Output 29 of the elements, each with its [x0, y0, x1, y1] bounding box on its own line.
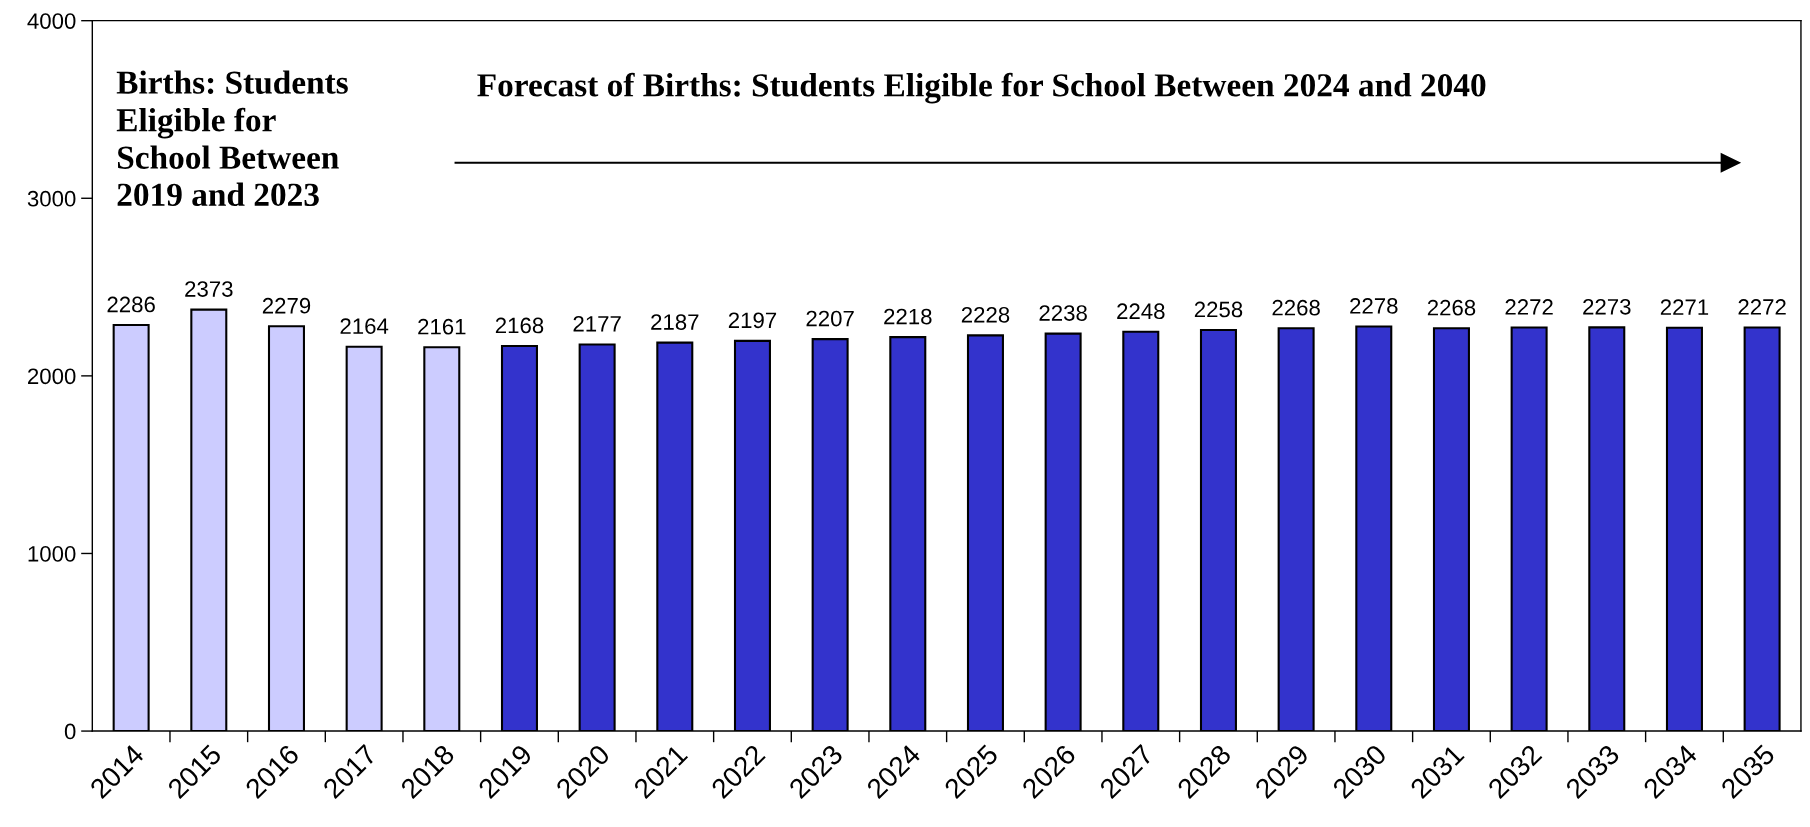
- data-label: 2272: [1505, 299, 1553, 315]
- data-label: 2218: [884, 308, 932, 325]
- data-label: 2164: [340, 318, 389, 335]
- data-label: 2187: [651, 314, 699, 330]
- annotation: Births: Students Eligible for School Between 2019 and 2023: [116, 70, 348, 207]
- y-tick-label: 4000: [27, 13, 76, 29]
- data-label: 2248: [1117, 303, 1165, 320]
- data-label: 2168: [495, 317, 544, 334]
- y-tick-label: 3000: [27, 190, 76, 207]
- data-label: 2197: [728, 312, 777, 329]
- data-label: 2258: [1194, 301, 1243, 318]
- data-label: 2238: [1039, 305, 1087, 321]
- data-label: 2177: [573, 315, 621, 332]
- data-label: 2278: [1350, 298, 1398, 314]
- data-label: 2271: [1660, 299, 1709, 315]
- data-label: 2268: [1427, 299, 1476, 316]
- data-label: 2373: [185, 281, 233, 297]
- data-label: 2273: [1583, 298, 1631, 315]
- data-label: 2228: [961, 306, 1010, 323]
- data-label: 2268: [1272, 299, 1320, 316]
- data-label: 2272: [1738, 299, 1786, 315]
- annotation: Forecast of Births: Students Eligible for School Between 2024 and 2040: [477, 72, 1486, 104]
- data-label: 2286: [107, 296, 155, 313]
- y-tick-label: 1000: [28, 546, 76, 562]
- y-tick-label: 2000: [28, 368, 76, 385]
- data-label: 2207: [806, 310, 854, 327]
- y-tick-label: 0: [64, 723, 76, 740]
- data-label: 2161: [418, 318, 466, 335]
- data-label: 2279: [262, 297, 311, 314]
